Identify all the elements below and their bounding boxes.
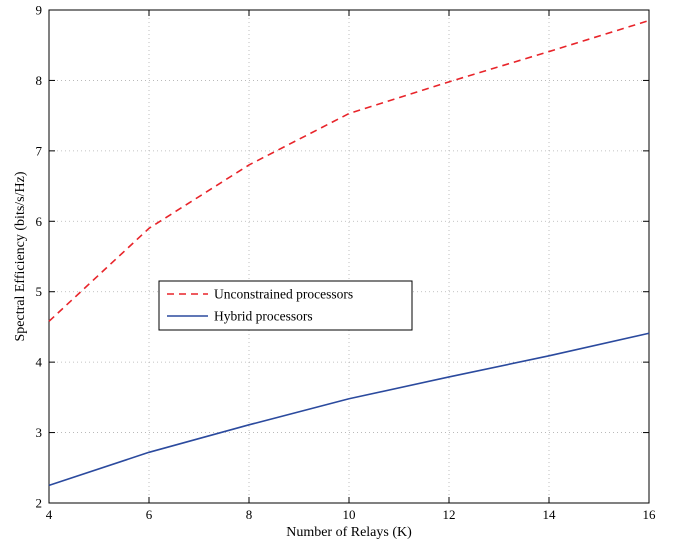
y-axis-label: Spectral Efficiency (bits/s/Hz) (13, 171, 28, 341)
y-tick-label: 7 (36, 143, 43, 158)
y-tick-label: 9 (36, 3, 43, 18)
y-tick-label: 6 (36, 214, 43, 229)
x-tick-label: 16 (643, 507, 657, 522)
y-tick-label: 3 (36, 425, 43, 440)
y-tick-labels: 2 3 4 5 6 7 8 9 (36, 3, 43, 511)
series-group (48, 19, 650, 487)
series-line-hybrid (48, 332, 650, 487)
x-tick-label: 14 (543, 507, 557, 522)
grid-lines (49, 10, 649, 503)
legend-label-unconstrained: Unconstrained processors (214, 287, 353, 302)
x-axis-label: Number of Relays (K) (286, 525, 412, 540)
plot-frame (48, 9, 650, 504)
y-tick-label: 5 (36, 284, 43, 299)
axis-ticks (48, 9, 650, 504)
series-line-unconstrained (48, 19, 650, 322)
x-tick-label: 8 (246, 507, 253, 522)
y-tick-label: 2 (36, 496, 43, 511)
legend-box (158, 280, 413, 331)
x-tick-labels: 4 6 8 10 12 14 16 (46, 507, 656, 522)
y-tick-label: 4 (36, 355, 43, 370)
legend: Unconstrained processors Hybrid processo… (158, 280, 413, 331)
y-tick-label: 8 (36, 73, 43, 88)
x-tick-label: 6 (146, 507, 153, 522)
legend-label-hybrid: Hybrid processors (214, 309, 313, 324)
x-tick-label: 4 (46, 507, 53, 522)
x-tick-label: 10 (343, 507, 356, 522)
x-tick-label: 12 (443, 507, 456, 522)
